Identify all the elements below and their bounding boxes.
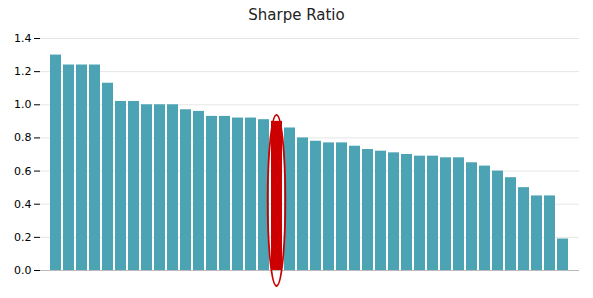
svg-text:0.0: 0.0 [14,264,32,277]
svg-text:1.2: 1.2 [14,65,32,78]
svg-text:1.0: 1.0 [14,98,32,111]
svg-text:1.4: 1.4 [14,32,32,45]
html-text:Sharpe Ratio: Sharpe Ratio [248,6,345,24]
svg-text:0.8: 0.8 [14,131,32,144]
svg-text:0.2: 0.2 [14,231,32,244]
svg-text:0.4: 0.4 [14,198,32,211]
svg-text:0.6: 0.6 [14,165,32,178]
